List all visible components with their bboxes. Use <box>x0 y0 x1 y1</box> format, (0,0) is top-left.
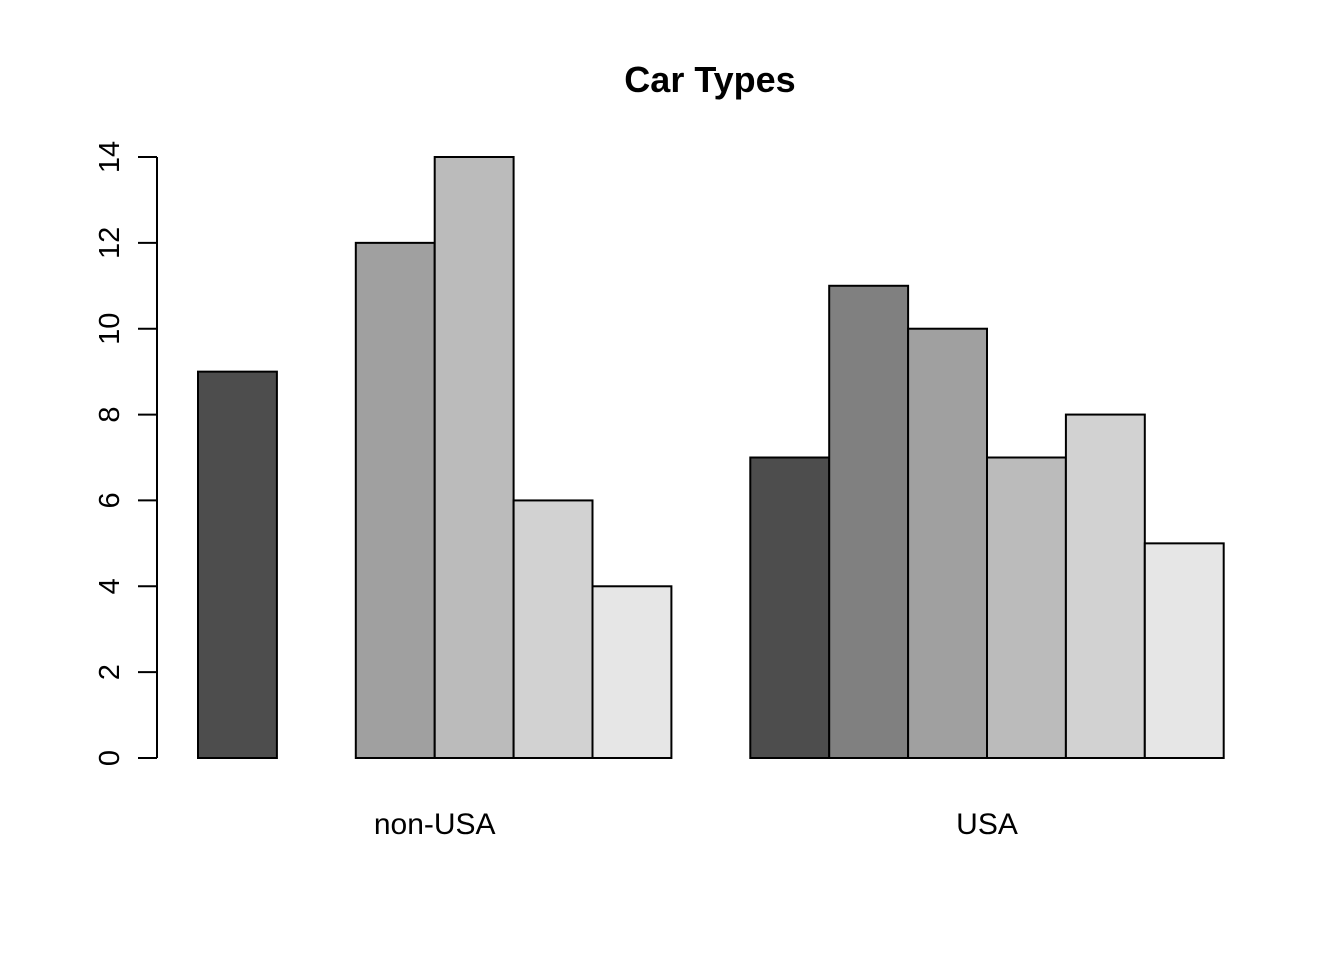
bar-usa-2 <box>828 284 910 759</box>
category-label: USA <box>956 808 1018 841</box>
bar-non-usa-3 <box>354 241 436 760</box>
bar-usa-1 <box>749 456 831 759</box>
y-tick-label: 6 <box>94 492 126 508</box>
category-label: non-USA <box>374 808 496 841</box>
bar-non-usa-5 <box>512 499 594 759</box>
bar-non-usa-4 <box>433 156 515 759</box>
y-tick-label: 14 <box>94 141 126 173</box>
y-tick-label: 0 <box>94 750 126 766</box>
bar-usa-4 <box>986 456 1067 759</box>
y-tick-label: 10 <box>94 313 126 345</box>
y-tick-label: 2 <box>94 664 126 680</box>
bar-usa-3 <box>907 327 988 759</box>
bars-layer <box>197 156 1225 760</box>
bar-usa-6 <box>1143 542 1225 759</box>
x-axis-labels: non-USA USA <box>374 808 1018 841</box>
y-tick-label: 4 <box>94 578 126 594</box>
bar-non-usa-1 <box>197 370 278 759</box>
y-tick-label: 8 <box>94 407 126 423</box>
y-axis: 0 2 4 6 8 10 12 14 <box>94 141 158 766</box>
y-tick-label: 12 <box>94 227 126 259</box>
bar-usa-5 <box>1064 413 1146 759</box>
chart-title: Car Types <box>624 59 795 100</box>
bar-non-usa-6 <box>591 585 673 759</box>
